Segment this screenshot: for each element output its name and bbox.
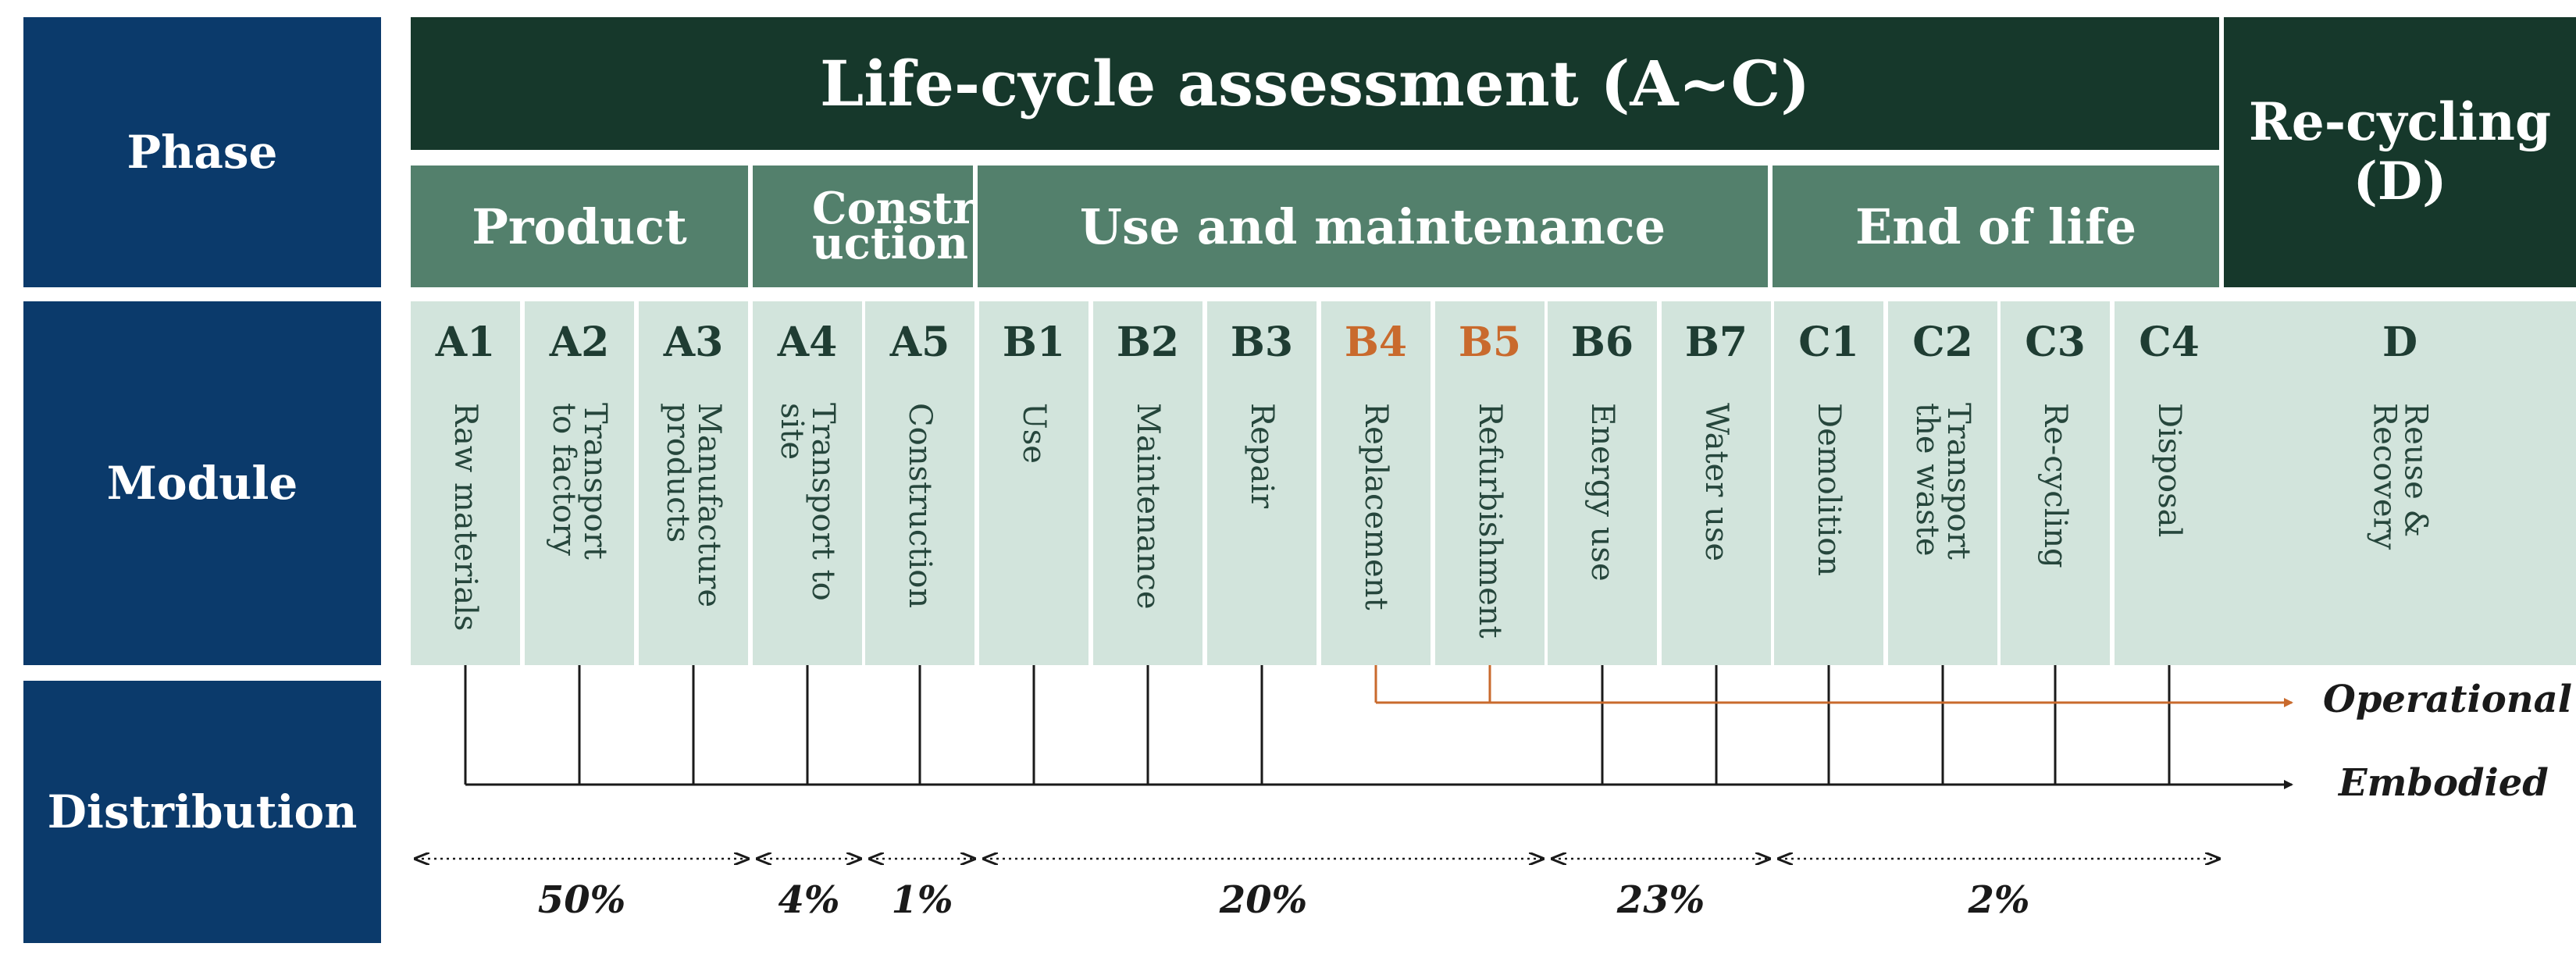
module-c2: C2 Transport the waste	[1888, 301, 1997, 665]
module-name: Energy use	[1584, 403, 1620, 582]
module-a2: A2 Transport to factory	[525, 301, 634, 665]
module-name: Manufacture products	[660, 403, 727, 608]
module-b5: B5 Refurbishment	[1435, 301, 1545, 665]
module-b2: B2 Maintenance	[1093, 301, 1202, 665]
module-name: Raw materials	[447, 403, 483, 632]
module-code: B2	[1116, 319, 1180, 366]
percentage-label-1: 50%	[537, 878, 626, 922]
module-code: B4	[1344, 319, 1408, 366]
module-c1: C1 Demolition	[1774, 301, 1883, 665]
module-b6: B6 Energy use	[1548, 301, 1657, 665]
module-name: Disposal	[2151, 403, 2187, 538]
module-code: A4	[777, 319, 838, 366]
module-name: Transport to factory	[546, 403, 613, 560]
stage-construction: Constr uction	[753, 166, 976, 287]
module-code: A3	[663, 319, 724, 366]
module-name: Water use	[1698, 403, 1734, 562]
embodied-label: Embodied	[2339, 761, 2549, 805]
distribution-header: Distribution	[23, 681, 381, 943]
module-d: D Reuse & Recovery	[2224, 301, 2576, 665]
module-b1: B1 Use	[979, 301, 1088, 665]
module-header: Module	[23, 301, 381, 665]
module-c4: C4 Disposal	[2115, 301, 2224, 665]
stage-use-and-maintenance: Use and maintenance	[978, 166, 1768, 287]
module-code: A2	[549, 319, 610, 366]
module-b3: B3 Repair	[1207, 301, 1317, 665]
module-code: B5	[1458, 319, 1522, 366]
percentage-label-2: 4%	[778, 878, 840, 922]
module-code: A5	[889, 319, 950, 366]
distribution-lines	[464, 665, 2293, 789]
stage-end-of-life: End of life	[1773, 166, 2219, 287]
module-name: Transport to site	[774, 403, 841, 601]
recycling-title: Re-cycling (D)	[2224, 17, 2576, 287]
module-name: Use	[1016, 403, 1052, 464]
module-code: A1	[435, 319, 496, 366]
lca-title: Life-cycle assessment (A~C)	[411, 17, 2219, 150]
module-code: C3	[2025, 319, 2086, 366]
module-name: Demolition	[1811, 403, 1847, 577]
module-name: Replacement	[1358, 403, 1394, 610]
module-name: Construction	[902, 403, 938, 609]
module-name: Repair	[1244, 403, 1280, 509]
module-code: C4	[2139, 319, 2200, 366]
percentage-label-6: 2%	[1968, 878, 2030, 922]
module-code: B1	[1002, 319, 1066, 366]
percentage-label-5: 23%	[1616, 878, 1705, 922]
module-c3: C3 Re-cycling	[2001, 301, 2110, 665]
module-code: C1	[1798, 319, 1859, 366]
module-a3: A3 Manufacture products	[639, 301, 748, 665]
module-a1: A1 Raw materials	[411, 301, 520, 665]
module-a5: A5 Construction	[865, 301, 974, 665]
phase-header: Phase	[23, 17, 381, 287]
module-b7: B7 Water use	[1662, 301, 1771, 665]
module-b4: B4 Replacement	[1321, 301, 1431, 665]
percentage-label-3: 1%	[891, 878, 953, 922]
stage-product: Product	[411, 166, 748, 287]
module-name: Transport the waste	[1909, 403, 1976, 560]
module-code: B6	[1570, 319, 1634, 366]
percentage-label-4: 20%	[1219, 878, 1308, 922]
module-code: B3	[1230, 319, 1294, 366]
module-name: Refurbishment	[1472, 403, 1508, 639]
module-name: Reuse & Recovery	[2366, 403, 2434, 550]
module-code: C2	[1912, 319, 1973, 366]
operational-label: Operational	[2323, 678, 2572, 721]
module-code: B7	[1684, 319, 1748, 366]
module-code: D	[2382, 319, 2418, 366]
module-name: Maintenance	[1130, 403, 1166, 610]
module-a4: A4 Transport to site	[753, 301, 862, 665]
module-name: Re-cycling	[2037, 403, 2073, 568]
